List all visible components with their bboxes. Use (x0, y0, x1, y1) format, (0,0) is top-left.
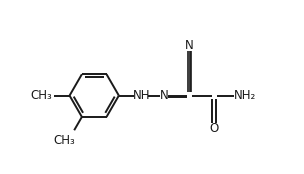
Text: O: O (210, 122, 219, 135)
Text: CH₃: CH₃ (31, 89, 53, 102)
Text: NH₂: NH₂ (234, 89, 256, 102)
Text: CH₃: CH₃ (53, 134, 75, 147)
Text: NH: NH (133, 89, 150, 102)
Text: N: N (185, 39, 194, 52)
Text: N: N (160, 89, 169, 102)
